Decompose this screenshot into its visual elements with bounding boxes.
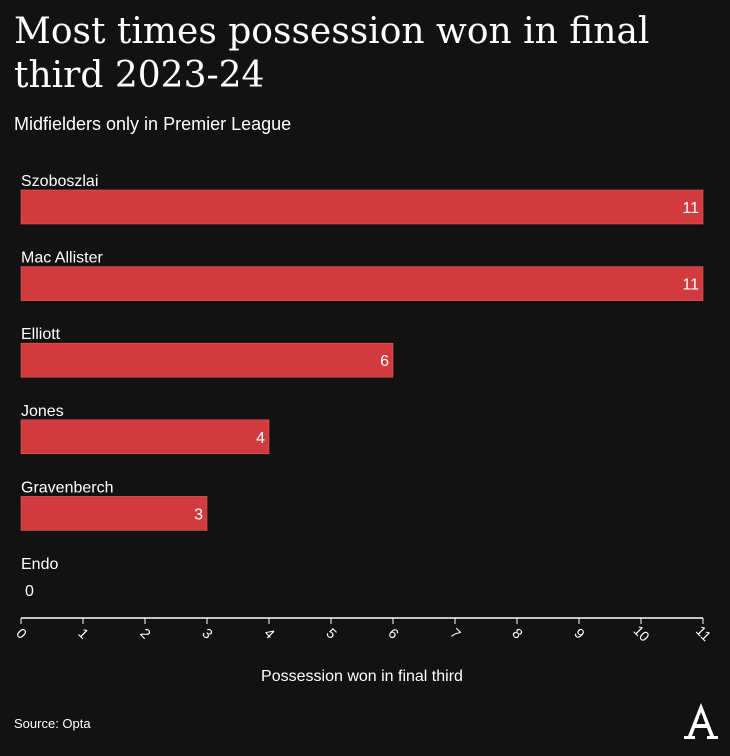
bar: [20, 419, 270, 455]
athletic-logo-icon: [684, 703, 718, 739]
category-label: Endo: [21, 556, 58, 573]
bar: [20, 496, 208, 531]
x-tick-label: 8: [509, 625, 526, 642]
x-tick-label: 0: [13, 625, 30, 642]
chart-title: Most times possession won in final third…: [14, 11, 650, 96]
x-tick-label: 4: [261, 625, 278, 642]
data-label: 6: [380, 353, 389, 370]
x-tick-label: 5: [323, 625, 340, 642]
x-tick-label: 3: [199, 625, 216, 642]
category-label: Elliott: [21, 326, 61, 343]
x-axis-label: Possession won in final third: [261, 668, 463, 685]
bar: [20, 266, 704, 301]
data-label: 0: [25, 583, 34, 600]
bar: [20, 189, 704, 225]
category-label: Gravenberch: [21, 479, 114, 496]
x-tick-label: 1: [75, 625, 92, 642]
data-label: 4: [256, 430, 265, 447]
category-label: Jones: [21, 403, 64, 420]
x-tick-label: 7: [447, 625, 464, 642]
x-tick-label: 11: [693, 622, 715, 644]
bar: [20, 342, 394, 378]
bar-chart: Szoboszlai 11 Mac Allister 11 Elliott 6 Jones 4…: [13, 173, 715, 685]
x-tick-label: 2: [137, 625, 154, 642]
chart-subtitle: Midfielders only in Premier League: [14, 114, 292, 134]
category-label: Mac Allister: [21, 250, 103, 267]
x-tick-label: 6: [385, 625, 402, 642]
source-note: Source: Opta: [14, 716, 91, 731]
data-label: 11: [682, 200, 699, 217]
data-label: 11: [682, 277, 699, 294]
x-tick-label: 9: [571, 625, 588, 642]
data-label: 3: [194, 506, 203, 523]
x-tick-label: 10: [631, 622, 653, 644]
category-label: Szoboszlai: [21, 173, 98, 190]
